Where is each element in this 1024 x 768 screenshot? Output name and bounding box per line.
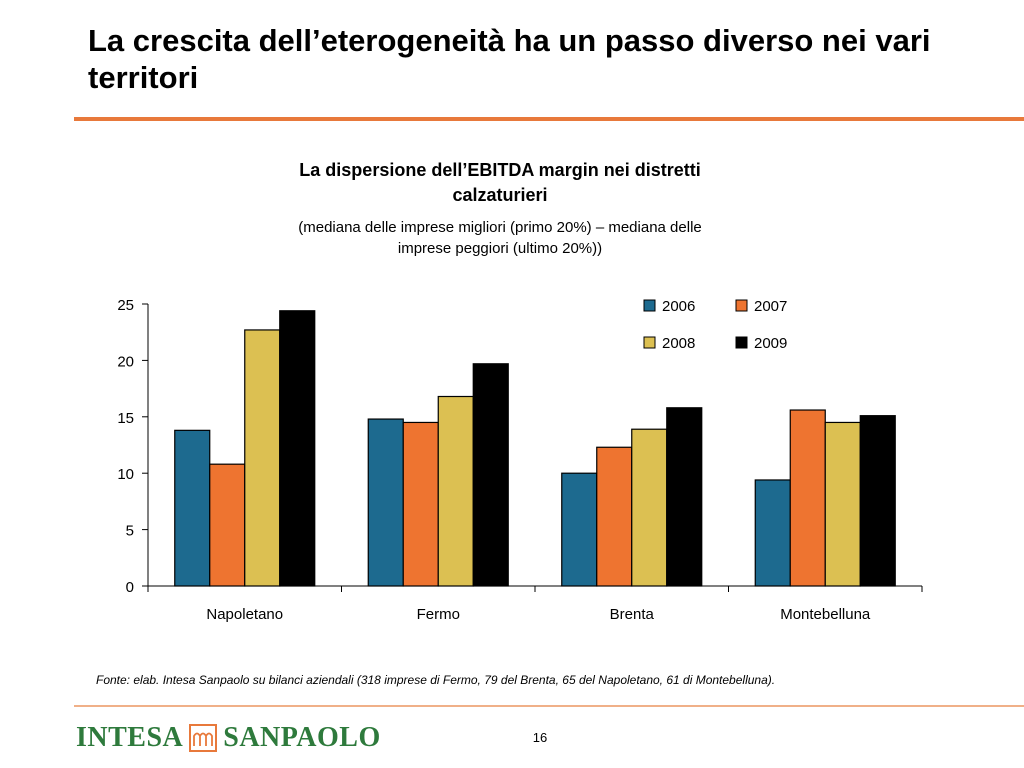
bar-2008	[437, 395, 474, 587]
bar-2007	[209, 463, 246, 587]
slide-title: La crescita dell’eterogeneità ha un pass…	[88, 23, 931, 95]
bar-2006	[367, 418, 404, 587]
legend-swatch-2007	[735, 299, 748, 312]
bar-2008	[824, 421, 861, 587]
category-label: Brenta	[610, 606, 655, 623]
bar-2008	[244, 329, 281, 587]
bar-2007	[596, 446, 633, 587]
bar-2008	[631, 428, 668, 587]
source-note: Fonte: elab. Intesa Sanpaolo su bilanci …	[96, 673, 776, 687]
bar-2006	[754, 479, 791, 587]
legend-label-2008: 2008	[662, 335, 695, 352]
legend-swatch-2008	[643, 336, 656, 349]
y-tick-label: 20	[117, 353, 134, 370]
chart-title: La dispersione dell’EBITDA margin nei di…	[299, 160, 701, 205]
chart-subtitle: (mediana delle imprese migliori (primo 2…	[298, 219, 702, 257]
logo-word-left: INTESA	[76, 722, 184, 753]
legend-swatch-2009	[735, 336, 748, 349]
bar-2009	[666, 407, 703, 587]
legend-label-2009: 2009	[754, 335, 787, 352]
legend-label-2006: 2006	[662, 298, 695, 315]
category-label: Fermo	[417, 606, 460, 623]
y-tick-label: 15	[117, 410, 134, 427]
logo-mark-icon	[189, 724, 218, 752]
intesa-sanpaolo-logo: INTESA SANPAOLO	[76, 721, 381, 755]
y-tick-label: 0	[126, 579, 134, 596]
bar-chart: 0 5 10 15 20 25 Napoletano Fermo Brenta Montebell…	[117, 297, 923, 623]
legend-label-2007: 2007	[754, 298, 787, 315]
y-tick-label: 5	[126, 523, 134, 540]
y-tick-label: 10	[117, 466, 134, 483]
bar-2007	[402, 421, 439, 587]
footer-divider	[74, 705, 1024, 707]
bar-2006	[561, 472, 598, 587]
bar-2006	[174, 429, 211, 587]
category-label: Napoletano	[206, 606, 283, 623]
bar-2009	[859, 415, 896, 587]
bar-2007	[789, 409, 826, 587]
logo-word-right: SANPAOLO	[223, 722, 381, 753]
title-divider	[74, 117, 1024, 121]
bar-2009	[472, 363, 509, 587]
bar-2009	[279, 310, 316, 587]
legend-swatch-2006	[643, 299, 656, 312]
category-label: Montebelluna	[780, 606, 871, 623]
y-tick-label: 25	[117, 297, 134, 314]
page-number: 16	[532, 730, 548, 745]
